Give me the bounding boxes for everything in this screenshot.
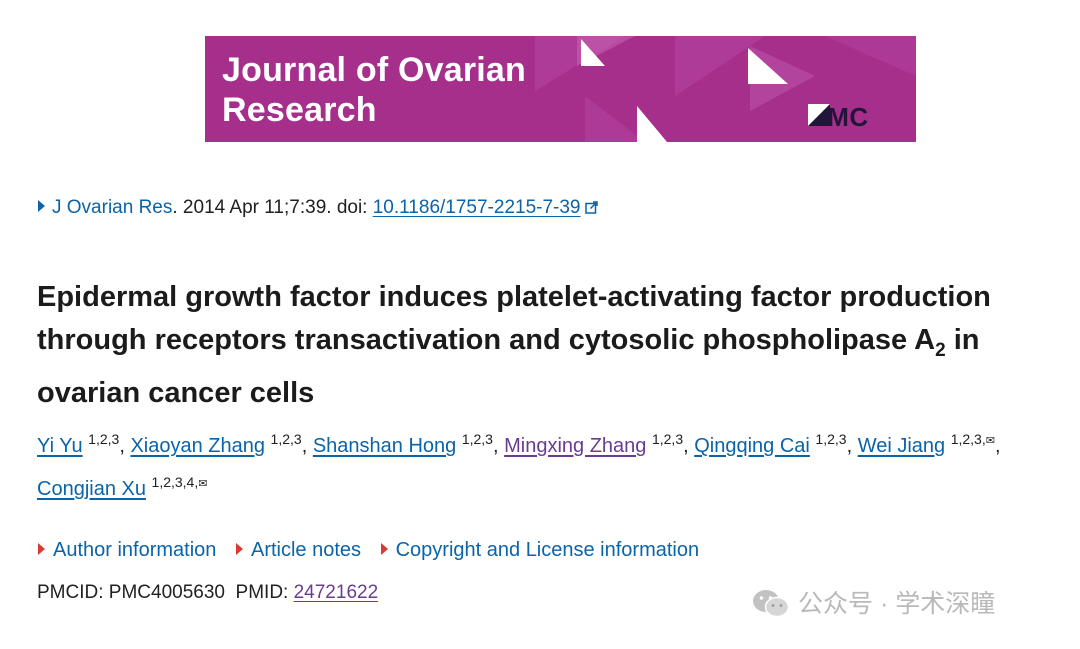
author-affiliation: 1,2,3,4,✉: [152, 474, 208, 490]
pmcid-label: PMCID:: [37, 582, 109, 603]
author-separator: ,: [846, 435, 858, 457]
author-affiliation: 1,2,3: [651, 431, 684, 447]
wechat-icon: [753, 590, 790, 618]
title-part2: in ovarian cancer cells: [37, 324, 980, 409]
citation-line: J Ovarian Res. 2014 Apr 11;7:39. doi: 10…: [38, 196, 598, 220]
expand-arrow-icon: [235, 543, 243, 555]
author-link[interactable]: Shanshan Hong: [312, 435, 457, 457]
author-affiliation: 1,2,3: [461, 431, 493, 447]
article-notes-toggle[interactable]: Article notes: [235, 539, 362, 561]
watermark-text: 公众号 · 学术深瞳: [798, 590, 996, 618]
pmcid-value: PMC4005630: [108, 582, 225, 603]
author-list: Yi Yu 1,2,3, Xiaoyan Zhang 1,2,3, Shansh…: [37, 425, 1047, 511]
journal-banner[interactable]: Journal of Ovarian Research BMC: [205, 36, 916, 142]
citation-date-volume: . 2014 Apr 11;7:39. doi:: [172, 197, 373, 218]
author-separator: ,: [119, 435, 131, 457]
journal-name-line2: Research: [222, 91, 377, 129]
author-affiliation: 1,2,3: [815, 431, 847, 447]
journal-name-line1: Journal of Ovarian: [222, 51, 527, 89]
copyright-link[interactable]: Copyright and License information: [395, 539, 700, 561]
author-link[interactable]: Xiaoyan Zhang: [130, 435, 265, 457]
article-title: Epidermal growth factor induces platelet…: [37, 276, 1047, 415]
author-link[interactable]: Yi Yu: [37, 435, 83, 457]
author-information-toggle[interactable]: Author information: [38, 539, 216, 561]
expand-arrow-icon: [38, 543, 45, 555]
article-info-links: Author information Article notes Copyrig…: [38, 537, 713, 563]
article-ids: PMCID: PMC4005630 PMID: 24721622: [37, 580, 378, 606]
envelope-icon[interactable]: ✉: [198, 478, 208, 490]
author-separator: ,: [492, 435, 505, 457]
author-affiliation: 1,2,3: [270, 431, 302, 447]
copyright-toggle[interactable]: Copyright and License information: [380, 539, 700, 561]
watermark: 公众号 · 学术深瞳: [752, 588, 995, 620]
affiliation-numbers: 1,2,3,4,: [151, 474, 199, 490]
bmc-logo: BMC: [808, 104, 869, 130]
title-subscript: 2: [935, 339, 946, 361]
article-notes-link[interactable]: Article notes: [250, 539, 362, 561]
author-affiliation: 1,2,3,✉: [951, 431, 995, 447]
envelope-icon[interactable]: ✉: [985, 435, 995, 447]
author-affiliation: 1,2,3: [88, 431, 120, 447]
author-separator: ,: [994, 435, 1001, 457]
author-link[interactable]: Qingqing Cai: [694, 435, 810, 457]
bmc-mark-icon: [808, 104, 830, 126]
author-link[interactable]: Wei Jiang: [857, 435, 946, 457]
banner-decoration: [535, 36, 916, 142]
author-separator: ,: [683, 435, 695, 457]
author-link[interactable]: Congjian Xu: [37, 478, 146, 500]
author-information-link[interactable]: Author information: [53, 539, 217, 561]
external-link-icon[interactable]: [584, 201, 598, 214]
journal-link[interactable]: J Ovarian Res: [52, 197, 173, 218]
expand-arrow-icon: [380, 543, 388, 555]
citation-expand-arrow-icon[interactable]: [38, 200, 45, 212]
author-separator: ,: [301, 435, 313, 457]
title-part1: Epidermal growth factor induces platelet…: [37, 281, 991, 356]
journal-banner-title: Journal of Ovarian Research: [222, 50, 526, 130]
author-link[interactable]: Mingxing Zhang: [504, 435, 647, 457]
doi-link[interactable]: 10.1186/1757-2215-7-39: [372, 197, 581, 218]
affiliation-numbers: 1,2,3,: [950, 431, 986, 447]
pmid-label: PMID:: [235, 582, 294, 603]
pmid-link[interactable]: 24721622: [293, 582, 379, 603]
